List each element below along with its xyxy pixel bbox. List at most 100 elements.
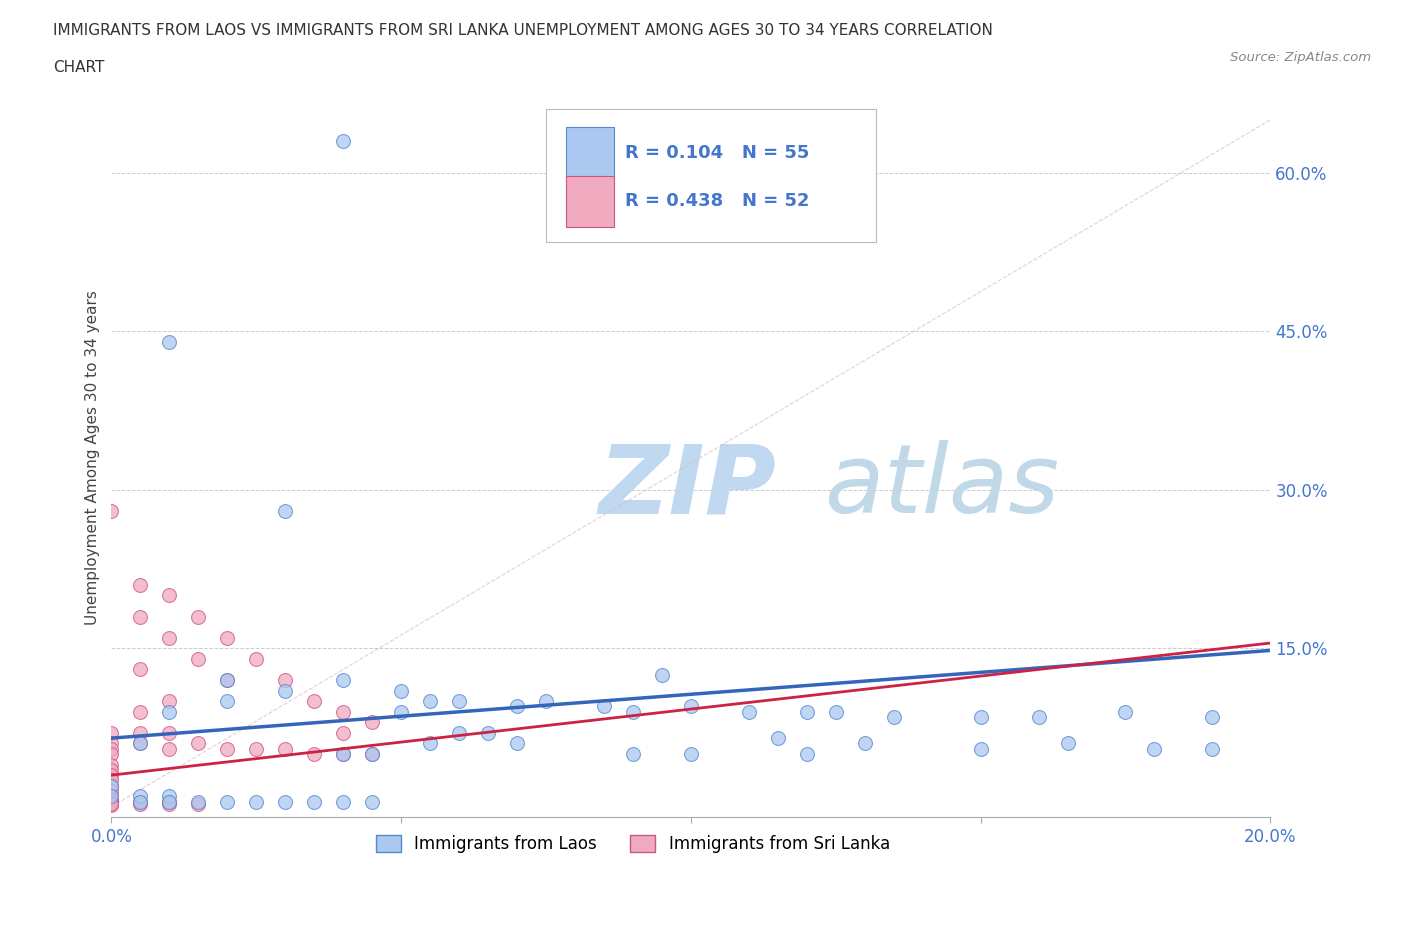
Point bbox=[100, 790, 122, 805]
Point bbox=[1201, 741, 1223, 756]
Legend: Immigrants from Laos, Immigrants from Sri Lanka: Immigrants from Laos, Immigrants from Sr… bbox=[370, 828, 897, 859]
Point bbox=[129, 794, 152, 809]
Point bbox=[449, 725, 471, 740]
Point bbox=[679, 747, 702, 762]
Point bbox=[187, 794, 209, 809]
Point bbox=[129, 736, 152, 751]
Point bbox=[796, 747, 818, 762]
Point bbox=[217, 631, 239, 645]
Point bbox=[129, 736, 152, 751]
Point bbox=[449, 694, 471, 709]
Point bbox=[1114, 704, 1136, 719]
Point bbox=[100, 773, 122, 788]
Point bbox=[506, 736, 529, 751]
Point bbox=[157, 796, 180, 811]
Point bbox=[129, 794, 152, 809]
Point bbox=[157, 631, 180, 645]
Point bbox=[969, 710, 991, 724]
Point bbox=[217, 694, 239, 709]
Point bbox=[157, 588, 180, 603]
Point bbox=[534, 694, 557, 709]
Point bbox=[361, 747, 384, 762]
Point bbox=[129, 704, 152, 719]
Point bbox=[419, 736, 441, 751]
Text: atlas: atlas bbox=[824, 440, 1059, 533]
Point bbox=[100, 794, 122, 809]
Point bbox=[100, 795, 122, 810]
Point bbox=[157, 335, 180, 350]
Text: Source: ZipAtlas.com: Source: ZipAtlas.com bbox=[1230, 51, 1371, 64]
Text: R = 0.104   N = 55: R = 0.104 N = 55 bbox=[624, 143, 810, 162]
Point bbox=[100, 789, 122, 804]
Point bbox=[302, 794, 325, 809]
Point bbox=[1056, 736, 1078, 751]
Point bbox=[100, 778, 122, 793]
Point bbox=[389, 704, 412, 719]
Point bbox=[100, 789, 122, 804]
Point bbox=[187, 736, 209, 751]
Point bbox=[129, 796, 152, 811]
Text: CHART: CHART bbox=[53, 60, 105, 75]
Point bbox=[157, 725, 180, 740]
Point bbox=[157, 694, 180, 709]
FancyBboxPatch shape bbox=[565, 177, 614, 227]
Point bbox=[100, 784, 122, 799]
Point bbox=[1201, 710, 1223, 724]
Point bbox=[100, 767, 122, 782]
Point bbox=[506, 699, 529, 714]
Point bbox=[1143, 741, 1166, 756]
Point bbox=[157, 789, 180, 804]
Y-axis label: Unemployment Among Ages 30 to 34 years: Unemployment Among Ages 30 to 34 years bbox=[86, 290, 100, 626]
Point bbox=[361, 794, 384, 809]
Point bbox=[883, 710, 905, 724]
Point bbox=[100, 725, 122, 740]
Point bbox=[187, 651, 209, 666]
Point bbox=[853, 736, 876, 751]
Point bbox=[1028, 710, 1050, 724]
Point bbox=[332, 704, 354, 719]
Point bbox=[157, 704, 180, 719]
FancyBboxPatch shape bbox=[546, 110, 876, 243]
Point bbox=[100, 797, 122, 812]
Point bbox=[766, 731, 789, 746]
Point bbox=[361, 747, 384, 762]
Point bbox=[100, 736, 122, 751]
Point bbox=[824, 704, 846, 719]
Point bbox=[274, 741, 297, 756]
Point bbox=[217, 794, 239, 809]
Point bbox=[274, 503, 297, 518]
Point bbox=[332, 134, 354, 149]
Point bbox=[100, 793, 122, 808]
Point bbox=[419, 694, 441, 709]
FancyBboxPatch shape bbox=[565, 127, 614, 178]
Point bbox=[100, 778, 122, 793]
Point bbox=[332, 794, 354, 809]
Point bbox=[129, 725, 152, 740]
Point bbox=[679, 699, 702, 714]
Point bbox=[129, 609, 152, 624]
Point bbox=[332, 747, 354, 762]
Point bbox=[651, 668, 673, 683]
Point bbox=[302, 747, 325, 762]
Point bbox=[129, 578, 152, 592]
Point bbox=[129, 662, 152, 677]
Point bbox=[245, 794, 267, 809]
Point bbox=[187, 609, 209, 624]
Point bbox=[332, 672, 354, 687]
Point bbox=[245, 741, 267, 756]
Point bbox=[100, 503, 122, 518]
Point bbox=[157, 741, 180, 756]
Point bbox=[361, 715, 384, 730]
Point bbox=[969, 741, 991, 756]
Point bbox=[593, 699, 616, 714]
Point bbox=[217, 741, 239, 756]
Point bbox=[621, 747, 644, 762]
Point bbox=[100, 741, 122, 756]
Point bbox=[100, 792, 122, 807]
Text: IMMIGRANTS FROM LAOS VS IMMIGRANTS FROM SRI LANKA UNEMPLOYMENT AMONG AGES 30 TO : IMMIGRANTS FROM LAOS VS IMMIGRANTS FROM … bbox=[53, 23, 993, 38]
Point bbox=[187, 796, 209, 811]
Point bbox=[100, 757, 122, 772]
Point bbox=[389, 684, 412, 698]
Point bbox=[217, 672, 239, 687]
Point bbox=[332, 725, 354, 740]
